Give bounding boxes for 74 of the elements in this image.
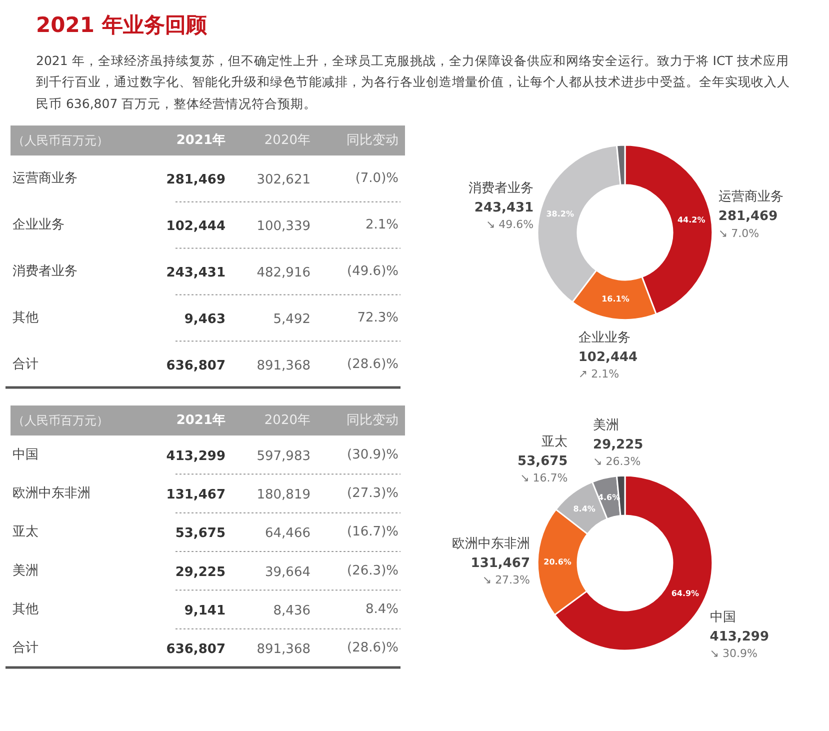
slice-label: 美洲	[593, 416, 620, 433]
category-label: 企业业务	[12, 217, 64, 232]
data-label: 180,819	[256, 487, 311, 502]
data-label: 64,466	[265, 526, 311, 541]
data-label: 39,664	[265, 564, 311, 580]
data-label: 482,916	[256, 265, 311, 280]
data-label: 9,141	[184, 603, 226, 618]
data-label: 102,444	[166, 218, 226, 234]
data-label: 100,339	[256, 218, 311, 234]
data-label: 8.4%	[365, 602, 399, 617]
data-label: 891,368	[256, 642, 311, 657]
category-label: 其他	[12, 310, 38, 326]
slice-label: 企业业务	[578, 330, 630, 346]
data-label: 53,675	[175, 526, 226, 541]
data-label: 8,436	[273, 603, 310, 618]
data-label: 281,469	[166, 172, 226, 188]
data-label: (27.3)%	[347, 486, 399, 501]
text: 2021年	[176, 412, 226, 428]
data-label: (16.7)%	[347, 524, 399, 540]
category-label: 合计	[12, 356, 38, 372]
data-label: 5,492	[273, 312, 310, 327]
text: 2021 年业务回顾	[36, 12, 207, 39]
category-label: 合计	[12, 640, 38, 656]
text: （人民币百万元）	[12, 133, 108, 148]
text: 131,467 ↘ 27.3%	[470, 556, 530, 586]
text: （人民币百万元）	[12, 413, 108, 428]
category-label: 运营商业务	[12, 170, 78, 186]
text: 同比变动	[346, 412, 398, 428]
data-label: (28.6)%	[347, 356, 399, 372]
data-label: 413,299	[166, 448, 226, 464]
text: 53,675 ↘ 16.7%	[518, 454, 568, 484]
category-label: 美洲	[12, 562, 38, 578]
text: 2021 年，全球经济虽持续复苏，但不确定性上升，全球员工克服挑战，全力保障设备供应和网络安全运行。致力于将 ICT 技术应用到千行百业，通过数字化、智能化升级和绿色节能减排，为各行各业创造增量价值，让每个人都从技术进步中受益。全年实现收入人民币 636,807 百万元，整体经营情况符合预期。	[36, 52, 791, 112]
text: 2020年	[264, 412, 311, 428]
data-label: 8.4%	[573, 504, 596, 514]
text: 29,225 ↘ 26.3%	[593, 437, 644, 468]
category-label: 其他	[12, 602, 38, 617]
category-label: 欧洲中东非洲	[12, 486, 90, 501]
category-label: 亚太	[12, 524, 38, 540]
data-label: 597,983	[256, 448, 311, 464]
slice-label: 消费者业务	[468, 180, 534, 196]
category-label: 中国	[12, 447, 38, 462]
data-label: 72.3%	[357, 310, 399, 326]
text: 281,469 ↘ 7.0%	[718, 208, 778, 240]
data-label: 20.6%	[544, 557, 572, 566]
data-label: 29,225	[175, 564, 226, 580]
text: 2020年	[264, 132, 311, 148]
text: 102,444 ↗ 2.1%	[578, 350, 638, 380]
text: 243,431 ↘ 49.6%	[474, 200, 534, 231]
text: 同比变动	[346, 132, 398, 148]
slice-label: 中国	[710, 610, 736, 625]
slice-label: 运营商业务	[718, 189, 784, 204]
data-label: 44.2%	[677, 215, 706, 224]
data-label: 9,463	[184, 312, 226, 327]
slice-label: 亚太	[542, 434, 568, 450]
data-label: 16.1%	[602, 294, 630, 304]
data-label: 2.1%	[365, 217, 399, 232]
text: 2021年	[176, 132, 226, 148]
data-label: (7.0)%	[355, 170, 398, 186]
data-label: (30.9)%	[347, 447, 399, 462]
data-label: 302,621	[256, 172, 311, 188]
data-label: 38.2%	[546, 209, 574, 218]
data-label: (26.3)%	[347, 563, 399, 578]
data-label: (49.6)%	[347, 264, 399, 279]
data-label: 243,431	[166, 265, 226, 280]
category-label: 消费者业务	[12, 264, 78, 279]
data-label: (28.6)%	[347, 640, 399, 656]
data-label: 636,807	[166, 642, 226, 657]
data-label: 131,467	[166, 487, 226, 502]
data-label: 891,368	[256, 358, 311, 374]
text: 413,299 ↘ 30.9%	[710, 629, 769, 660]
data-label: 636,807	[166, 358, 226, 374]
data-label: 64.9%	[671, 588, 700, 598]
slice-label: 欧洲中东非洲	[452, 536, 530, 552]
